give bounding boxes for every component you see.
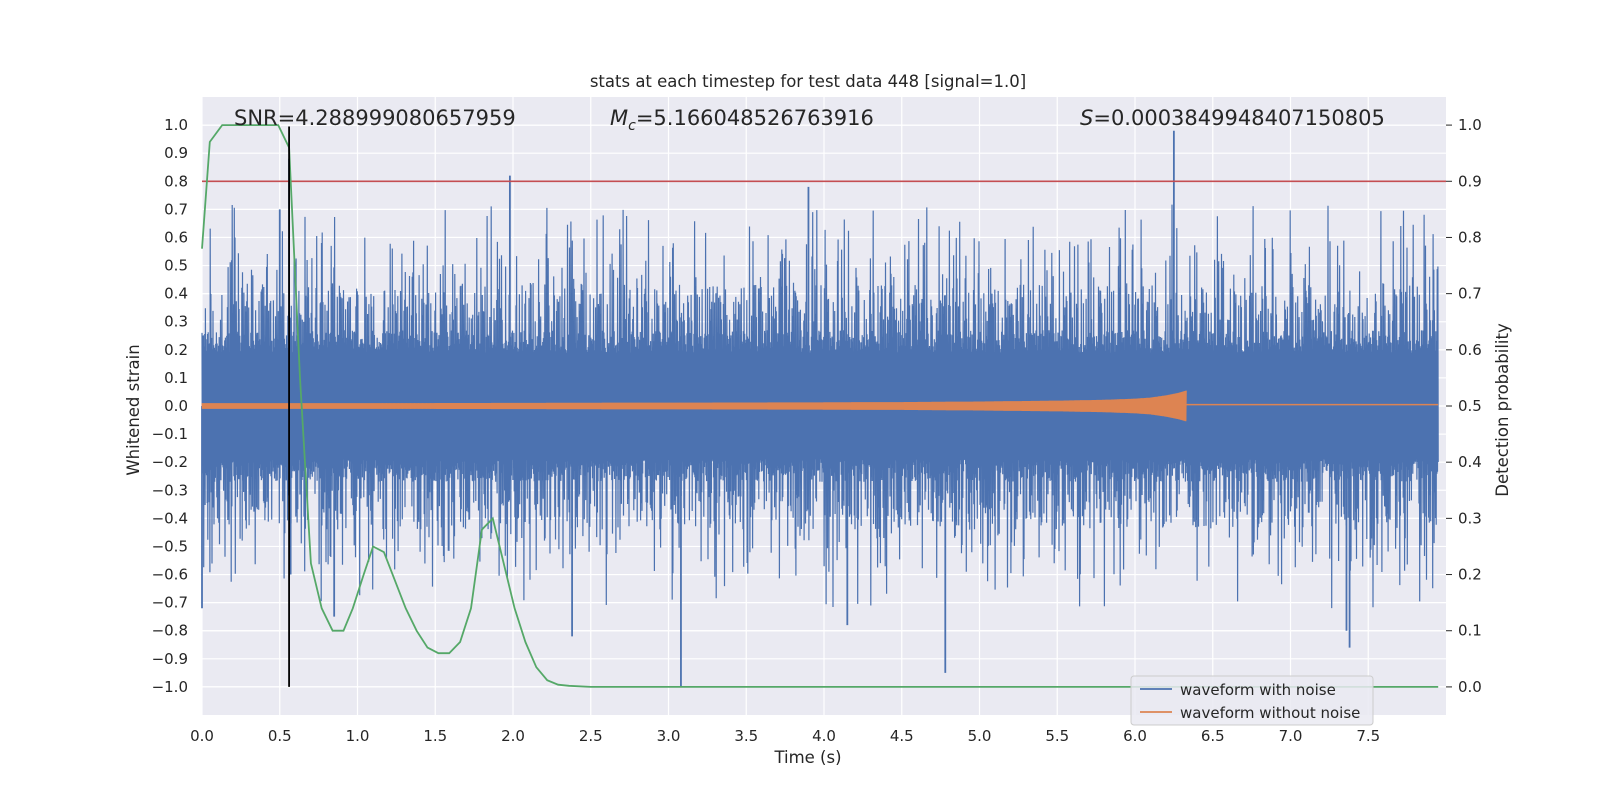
axis-ticks: 0.0 0.5 1.0 1.5 2.0 2.5 3.0 3.5 4.0 4.5 5.0 5.5 6.0 6… — [152, 116, 1482, 745]
x-tick-label: 6.0 — [1123, 727, 1147, 745]
x-tick-label: 3.5 — [734, 727, 758, 745]
y-tick-label-right: 0.0 — [1458, 678, 1482, 696]
y-tick-label-left: 0.7 — [164, 200, 188, 218]
legend-label-clean: waveform without noise — [1180, 704, 1360, 722]
chart-title: stats at each timestep for test data 448… — [590, 72, 1026, 91]
y-axis-label-left: Whitened strain — [124, 344, 143, 475]
y-tick-label-right: 0.5 — [1458, 397, 1482, 415]
chirp-mass-subscript: c — [628, 118, 636, 134]
y-tick-label-right: 0.7 — [1458, 285, 1482, 303]
y-tick-label-right: 1.0 — [1458, 116, 1482, 134]
chirp-mass-symbol: M — [610, 106, 628, 130]
y-tick-label-left: −0.3 — [152, 481, 188, 499]
y-tick-label-left: 1.0 — [164, 116, 188, 134]
legend-label-noise: waveform with noise — [1180, 681, 1336, 699]
clean-chirp — [201, 390, 1187, 422]
y-tick-label-right: 0.8 — [1458, 228, 1482, 246]
y-tick-label-left: −0.7 — [152, 594, 188, 612]
x-tick-label: 5.0 — [968, 727, 992, 745]
y-tick-label-left: −0.9 — [152, 650, 188, 668]
y-tick-label-left: −1.0 — [152, 678, 188, 696]
y-tick-label-right: 0.2 — [1458, 566, 1482, 584]
y-tick-label-left: 0.3 — [164, 313, 188, 331]
y-tick-label-right: 0.9 — [1458, 172, 1482, 190]
y-tick-label-left: 0.1 — [164, 369, 188, 387]
y-tick-label-left: 0.5 — [164, 257, 188, 275]
chirp-mass-value: =5.166048526763916 — [636, 106, 874, 130]
y-tick-label-left: −0.4 — [152, 509, 188, 527]
y-tick-label-left: −0.5 — [152, 537, 188, 555]
x-tick-label: 3.0 — [657, 727, 681, 745]
y-tick-label-left: 0.9 — [164, 144, 188, 162]
x-tick-label: 7.5 — [1356, 727, 1380, 745]
legend: waveform with noise waveform without noi… — [1130, 675, 1374, 726]
y-tick-label-left: −0.1 — [152, 425, 188, 443]
y-tick-label-left: 0.8 — [164, 172, 188, 190]
x-tick-label: 7.0 — [1279, 727, 1303, 745]
x-tick-label: 5.5 — [1045, 727, 1069, 745]
x-tick-label: 1.0 — [346, 727, 370, 745]
clean-chirp-envelope — [202, 392, 1187, 420]
s-symbol: S — [1080, 106, 1093, 130]
x-axis-label: Time (s) — [773, 748, 841, 767]
detection-probability-series — [201, 124, 1446, 688]
s-annotation: S=0.0003849948407150805 — [1080, 106, 1385, 130]
y-axis-label-right: Detection probability — [1493, 323, 1512, 497]
waveform-without-noise-series — [201, 390, 1439, 422]
y-tick-label-left: −0.8 — [152, 622, 188, 640]
x-tick-label: 6.5 — [1201, 727, 1225, 745]
y-tick-label-right: 0.3 — [1458, 509, 1482, 527]
s-value: =0.0003849948407150805 — [1093, 106, 1385, 130]
y-tick-label-left: 0.6 — [164, 228, 188, 246]
y-tick-label-left: 0.0 — [164, 397, 188, 415]
x-tick-label: 1.5 — [423, 727, 447, 745]
x-tick-label: 4.0 — [812, 727, 836, 745]
chirp-mass-annotation: Mc=5.166048526763916 — [610, 106, 874, 134]
y-tick-label-left: 0.2 — [164, 341, 188, 359]
y-tick-label-left: −0.2 — [152, 453, 188, 471]
y-tick-label-left: 0.4 — [164, 285, 188, 303]
x-tick-label: 2.0 — [501, 727, 525, 745]
snr-annotation: SNR=4.288999080657959 — [234, 106, 516, 130]
x-tick-label: 4.5 — [890, 727, 914, 745]
y-tick-label-left: −0.6 — [152, 566, 188, 584]
y-tick-label-right: 0.6 — [1458, 341, 1482, 359]
y-tick-label-right: 0.1 — [1458, 622, 1482, 640]
x-tick-label: 0.0 — [190, 727, 214, 745]
x-tick-label: 0.5 — [268, 727, 292, 745]
legend-box — [1130, 675, 1374, 726]
detection-probability-line — [201, 124, 1439, 688]
x-tick-label: 2.5 — [579, 727, 603, 745]
y-tick-label-right: 0.4 — [1458, 453, 1482, 471]
